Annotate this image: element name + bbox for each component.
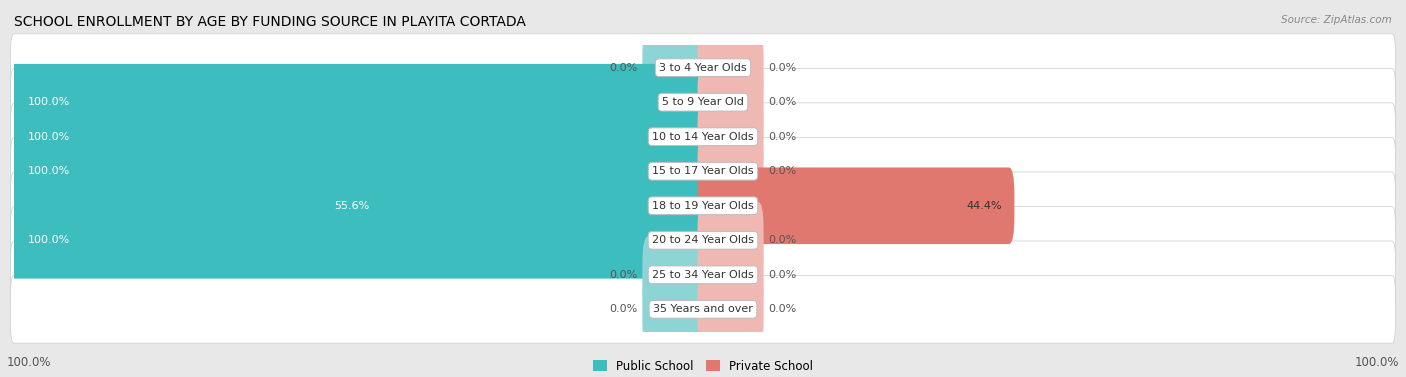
FancyBboxPatch shape — [11, 103, 1395, 170]
FancyBboxPatch shape — [697, 133, 763, 210]
Legend: Public School, Private School: Public School, Private School — [588, 355, 818, 377]
Text: 18 to 19 Year Olds: 18 to 19 Year Olds — [652, 201, 754, 211]
FancyBboxPatch shape — [697, 29, 763, 106]
FancyBboxPatch shape — [697, 236, 763, 313]
FancyBboxPatch shape — [11, 276, 1395, 343]
Text: 0.0%: 0.0% — [769, 166, 797, 176]
Text: 0.0%: 0.0% — [769, 270, 797, 280]
Text: 0.0%: 0.0% — [769, 235, 797, 245]
FancyBboxPatch shape — [8, 98, 709, 175]
Text: 20 to 24 Year Olds: 20 to 24 Year Olds — [652, 235, 754, 245]
Text: 0.0%: 0.0% — [769, 304, 797, 314]
Text: 5 to 9 Year Old: 5 to 9 Year Old — [662, 97, 744, 107]
FancyBboxPatch shape — [8, 64, 709, 141]
FancyBboxPatch shape — [11, 137, 1395, 205]
Text: 100.0%: 100.0% — [28, 166, 70, 176]
FancyBboxPatch shape — [643, 271, 709, 348]
FancyBboxPatch shape — [643, 236, 709, 313]
FancyBboxPatch shape — [697, 202, 763, 279]
Text: 0.0%: 0.0% — [609, 304, 637, 314]
FancyBboxPatch shape — [697, 64, 763, 141]
Text: 0.0%: 0.0% — [609, 270, 637, 280]
Text: 55.6%: 55.6% — [333, 201, 368, 211]
FancyBboxPatch shape — [11, 172, 1395, 240]
FancyBboxPatch shape — [11, 34, 1395, 101]
Text: 100.0%: 100.0% — [1354, 357, 1399, 369]
Text: 44.4%: 44.4% — [966, 201, 1002, 211]
FancyBboxPatch shape — [697, 98, 763, 175]
FancyBboxPatch shape — [11, 241, 1395, 309]
FancyBboxPatch shape — [643, 29, 709, 106]
FancyBboxPatch shape — [11, 68, 1395, 136]
FancyBboxPatch shape — [315, 167, 709, 244]
FancyBboxPatch shape — [697, 167, 1014, 244]
Text: 0.0%: 0.0% — [769, 97, 797, 107]
Text: 3 to 4 Year Olds: 3 to 4 Year Olds — [659, 63, 747, 73]
Text: 0.0%: 0.0% — [609, 63, 637, 73]
Text: 35 Years and over: 35 Years and over — [652, 304, 754, 314]
FancyBboxPatch shape — [8, 202, 709, 279]
Text: 15 to 17 Year Olds: 15 to 17 Year Olds — [652, 166, 754, 176]
Text: 10 to 14 Year Olds: 10 to 14 Year Olds — [652, 132, 754, 142]
Text: Source: ZipAtlas.com: Source: ZipAtlas.com — [1281, 15, 1392, 25]
FancyBboxPatch shape — [11, 207, 1395, 274]
FancyBboxPatch shape — [8, 133, 709, 210]
Text: 100.0%: 100.0% — [28, 235, 70, 245]
Text: 25 to 34 Year Olds: 25 to 34 Year Olds — [652, 270, 754, 280]
Text: 100.0%: 100.0% — [7, 357, 52, 369]
Text: 0.0%: 0.0% — [769, 132, 797, 142]
Text: 100.0%: 100.0% — [28, 97, 70, 107]
Text: 0.0%: 0.0% — [769, 63, 797, 73]
Text: SCHOOL ENROLLMENT BY AGE BY FUNDING SOURCE IN PLAYITA CORTADA: SCHOOL ENROLLMENT BY AGE BY FUNDING SOUR… — [14, 15, 526, 29]
FancyBboxPatch shape — [697, 271, 763, 348]
Text: 100.0%: 100.0% — [28, 132, 70, 142]
